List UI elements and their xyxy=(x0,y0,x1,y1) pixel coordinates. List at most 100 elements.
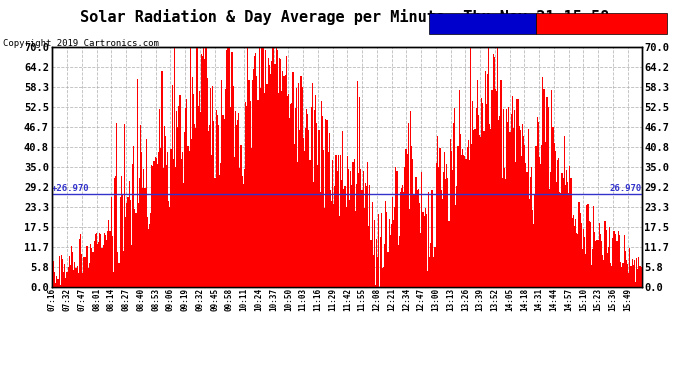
Bar xyxy=(459,90,460,287)
Bar xyxy=(168,201,169,287)
Bar xyxy=(272,47,273,287)
Bar xyxy=(314,110,315,287)
Bar xyxy=(147,217,148,287)
Bar xyxy=(427,271,428,287)
Bar xyxy=(578,202,580,287)
Bar xyxy=(146,139,147,287)
Bar xyxy=(159,110,160,287)
Bar xyxy=(112,272,114,287)
Bar xyxy=(222,115,224,287)
Bar xyxy=(78,273,79,287)
Bar xyxy=(442,199,443,287)
Bar xyxy=(619,235,620,287)
Bar xyxy=(612,238,613,287)
Bar xyxy=(346,156,348,287)
Bar xyxy=(585,254,586,287)
Bar xyxy=(509,132,511,287)
Bar xyxy=(383,267,384,287)
Bar xyxy=(204,59,206,287)
Bar xyxy=(435,247,436,287)
Bar xyxy=(369,186,371,287)
Bar xyxy=(440,190,442,287)
Bar xyxy=(557,160,558,287)
Bar xyxy=(193,94,194,287)
Bar xyxy=(378,214,380,287)
Bar xyxy=(66,272,68,287)
Bar xyxy=(397,244,399,287)
Bar xyxy=(157,164,158,287)
Bar xyxy=(257,100,259,287)
Bar xyxy=(210,88,211,287)
Bar xyxy=(61,255,62,287)
Bar xyxy=(433,257,434,287)
Bar xyxy=(137,203,139,287)
Bar xyxy=(203,47,204,287)
Bar xyxy=(150,213,151,287)
Bar xyxy=(119,197,121,287)
Bar xyxy=(387,252,388,287)
Bar xyxy=(497,47,498,287)
Text: 26.970: 26.970 xyxy=(609,184,642,193)
Bar xyxy=(462,149,463,287)
Text: +26.970: +26.970 xyxy=(52,184,90,193)
Bar xyxy=(524,146,525,287)
Bar xyxy=(596,240,598,287)
Bar xyxy=(266,84,268,287)
Bar xyxy=(288,94,289,287)
Bar xyxy=(331,201,332,287)
Bar xyxy=(491,90,493,287)
Bar xyxy=(302,87,303,287)
Bar xyxy=(550,172,551,287)
Bar xyxy=(268,65,270,287)
Bar xyxy=(571,217,573,287)
Bar xyxy=(201,54,202,287)
Bar xyxy=(255,53,256,287)
Bar xyxy=(626,260,627,287)
Bar xyxy=(115,176,116,287)
Bar xyxy=(293,72,294,287)
Bar xyxy=(192,77,193,287)
Bar xyxy=(303,138,304,287)
Bar xyxy=(463,155,464,287)
Bar xyxy=(601,241,602,287)
Bar xyxy=(100,234,101,287)
Bar xyxy=(500,80,502,287)
Bar xyxy=(90,244,91,287)
Bar xyxy=(107,231,108,287)
Bar xyxy=(305,128,306,287)
Bar xyxy=(72,252,73,287)
Bar xyxy=(156,158,157,287)
Bar xyxy=(444,152,445,287)
Bar xyxy=(123,251,124,287)
Bar xyxy=(341,180,342,287)
Bar xyxy=(206,78,208,287)
Bar xyxy=(92,252,94,287)
Bar xyxy=(417,190,418,287)
Bar xyxy=(504,168,505,287)
Bar xyxy=(86,246,87,287)
Bar xyxy=(104,232,105,287)
Bar xyxy=(631,259,633,287)
Bar xyxy=(385,201,386,287)
Bar xyxy=(583,229,584,287)
Bar xyxy=(81,255,82,287)
Bar xyxy=(99,233,100,287)
Bar xyxy=(399,236,400,287)
Bar xyxy=(108,220,110,287)
Bar xyxy=(152,166,153,287)
Bar xyxy=(183,183,184,287)
Bar xyxy=(475,108,477,287)
Bar xyxy=(473,130,475,287)
Bar xyxy=(540,164,541,287)
Bar xyxy=(543,89,544,287)
Bar xyxy=(271,61,272,287)
Bar xyxy=(59,285,61,287)
Bar xyxy=(194,124,195,287)
Bar xyxy=(238,112,239,287)
Bar xyxy=(70,265,71,287)
Bar xyxy=(505,179,506,287)
Bar xyxy=(634,260,635,287)
Bar xyxy=(215,110,217,287)
Bar xyxy=(325,120,326,287)
Bar xyxy=(368,226,369,287)
